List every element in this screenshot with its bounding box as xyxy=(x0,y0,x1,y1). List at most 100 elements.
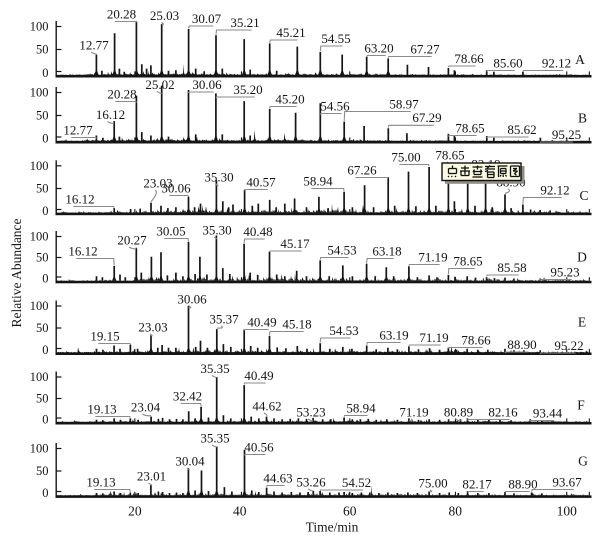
svg-text:20: 20 xyxy=(128,503,142,518)
svg-text:50: 50 xyxy=(36,321,49,335)
svg-text:71.19: 71.19 xyxy=(419,330,448,345)
svg-text:95.25: 95.25 xyxy=(552,127,581,142)
svg-text:0: 0 xyxy=(42,132,48,146)
svg-text:35.30: 35.30 xyxy=(202,222,231,237)
svg-text:95.22: 95.22 xyxy=(554,338,583,353)
svg-text:82.16: 82.16 xyxy=(488,404,518,419)
svg-text:50: 50 xyxy=(36,251,49,265)
svg-text:93.44: 93.44 xyxy=(533,405,563,420)
svg-text:92.12: 92.12 xyxy=(542,55,571,70)
svg-text:63.19: 63.19 xyxy=(379,327,408,342)
svg-text:100: 100 xyxy=(30,299,49,313)
svg-text:40.49: 40.49 xyxy=(247,314,276,329)
svg-text:Time/min: Time/min xyxy=(306,520,359,535)
svg-text:60: 60 xyxy=(343,503,357,518)
svg-text:78.65: 78.65 xyxy=(453,253,482,268)
svg-text:35.30: 35.30 xyxy=(204,169,233,184)
svg-text:25.02: 25.02 xyxy=(145,77,174,92)
svg-text:20.28: 20.28 xyxy=(107,6,136,21)
svg-text:Relative Abundance: Relative Abundance xyxy=(9,218,24,327)
svg-text:12.77: 12.77 xyxy=(63,122,93,137)
svg-text:0: 0 xyxy=(42,66,48,80)
svg-text:50: 50 xyxy=(36,464,49,478)
svg-text:100: 100 xyxy=(30,230,49,244)
svg-text:44.62: 44.62 xyxy=(252,398,281,413)
svg-text:E: E xyxy=(578,315,586,330)
svg-text:54.53: 54.53 xyxy=(327,242,356,257)
svg-text:50: 50 xyxy=(36,392,49,406)
svg-text:67.27: 67.27 xyxy=(410,41,440,56)
svg-text:B: B xyxy=(578,111,587,126)
svg-text:82.17: 82.17 xyxy=(462,476,492,491)
svg-text:100: 100 xyxy=(30,20,49,34)
svg-text:35.20: 35.20 xyxy=(233,82,262,97)
svg-text:50: 50 xyxy=(36,182,49,196)
svg-text:F: F xyxy=(577,398,585,413)
svg-text:19.13: 19.13 xyxy=(87,401,116,416)
svg-text:40: 40 xyxy=(233,503,247,518)
svg-text:35.35: 35.35 xyxy=(200,361,229,376)
svg-text:93.67: 93.67 xyxy=(552,474,582,489)
svg-text:0: 0 xyxy=(42,272,48,286)
svg-text:16.12: 16.12 xyxy=(96,107,125,122)
svg-text:45.21: 45.21 xyxy=(276,25,305,40)
svg-text:100: 100 xyxy=(30,370,49,384)
svg-text:0: 0 xyxy=(42,204,48,218)
svg-text:D: D xyxy=(577,250,587,265)
svg-text:G: G xyxy=(578,454,588,469)
svg-text:95.23: 95.23 xyxy=(550,264,579,279)
svg-text:71.19: 71.19 xyxy=(399,404,428,419)
svg-text:32.42: 32.42 xyxy=(173,388,202,403)
svg-text:45.18: 45.18 xyxy=(282,316,311,331)
svg-text:88.90: 88.90 xyxy=(507,337,536,352)
svg-text:100: 100 xyxy=(557,503,578,518)
svg-text:54.55: 54.55 xyxy=(321,31,350,46)
svg-text:20.27: 20.27 xyxy=(117,232,147,247)
svg-text:44.63: 44.63 xyxy=(263,470,292,485)
svg-text:78.66: 78.66 xyxy=(454,51,484,66)
svg-text:80.89: 80.89 xyxy=(444,404,473,419)
svg-text:C: C xyxy=(579,188,588,203)
svg-text:30.05: 30.05 xyxy=(156,223,185,238)
svg-text:58.94: 58.94 xyxy=(346,400,376,415)
svg-text:23.04: 23.04 xyxy=(131,399,161,414)
svg-text:35.35: 35.35 xyxy=(200,430,229,445)
svg-text:0: 0 xyxy=(42,343,48,357)
svg-text:85.60: 85.60 xyxy=(493,55,522,70)
svg-text:30.06: 30.06 xyxy=(177,291,207,306)
svg-text:78.65: 78.65 xyxy=(435,147,464,162)
svg-text:71.19: 71.19 xyxy=(418,249,447,264)
svg-text:58.94: 58.94 xyxy=(303,173,333,188)
svg-text:58.97: 58.97 xyxy=(389,96,419,111)
svg-text:19.13: 19.13 xyxy=(86,474,115,489)
svg-text:40.57: 40.57 xyxy=(246,174,276,189)
svg-text:35.37: 35.37 xyxy=(209,311,239,326)
svg-text:85.58: 85.58 xyxy=(497,260,526,275)
svg-text:53.23: 53.23 xyxy=(296,404,325,419)
svg-text:54.56: 54.56 xyxy=(320,98,350,113)
svg-text:54.53: 54.53 xyxy=(329,323,358,338)
svg-text:45.17: 45.17 xyxy=(280,236,310,251)
svg-text:50: 50 xyxy=(36,43,49,57)
svg-text:78.66: 78.66 xyxy=(461,332,491,347)
svg-text:85.62: 85.62 xyxy=(507,122,536,137)
svg-text:25.03: 25.03 xyxy=(150,8,179,23)
svg-text:30.06: 30.06 xyxy=(192,77,222,92)
svg-text:75.00: 75.00 xyxy=(391,149,420,164)
svg-text:75.00: 75.00 xyxy=(418,475,447,490)
svg-text:12.77: 12.77 xyxy=(79,37,109,52)
svg-text:45.20: 45.20 xyxy=(275,91,304,106)
svg-text:23.03: 23.03 xyxy=(138,319,167,334)
svg-text:23.01: 23.01 xyxy=(137,468,166,483)
svg-text:63.20: 63.20 xyxy=(364,40,393,55)
svg-text:A: A xyxy=(575,52,585,67)
svg-text:67.26: 67.26 xyxy=(347,162,377,177)
svg-text:50: 50 xyxy=(36,109,49,123)
svg-text:23.03: 23.03 xyxy=(143,175,172,190)
svg-text:40.56: 40.56 xyxy=(244,439,274,454)
svg-text:40.49: 40.49 xyxy=(244,368,273,383)
svg-text:0: 0 xyxy=(42,413,48,427)
svg-text:80: 80 xyxy=(448,503,462,518)
svg-text:100: 100 xyxy=(30,159,49,173)
svg-text:30.06: 30.06 xyxy=(161,180,191,195)
